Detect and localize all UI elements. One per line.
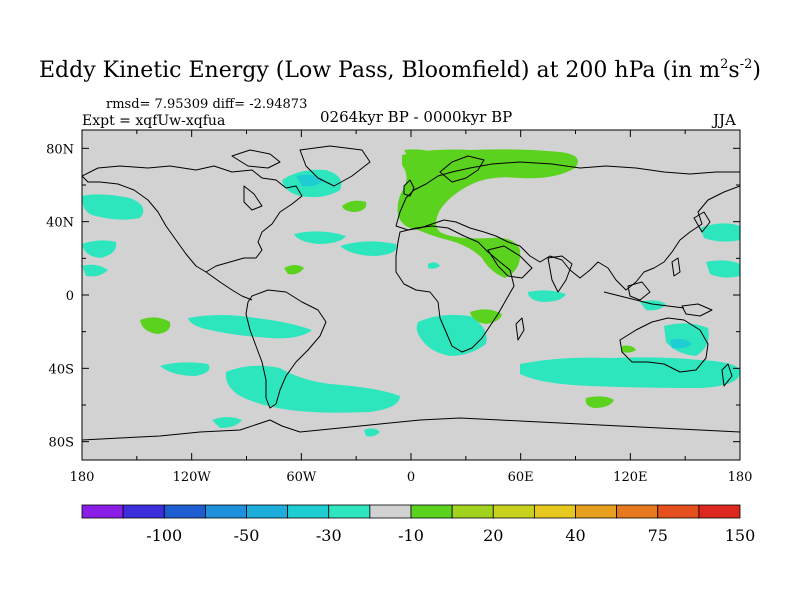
colorbar-swatch [287,504,330,519]
positive-anomaly-region [585,396,614,408]
coastline-south-america [245,289,327,409]
lon-tick-label: 0 [407,470,415,485]
anomaly-field [82,149,740,437]
colorbar-swatch [81,504,124,519]
coastline-philippines [671,257,681,277]
coastline-antarctica [82,417,740,441]
period-label: 0264kyr BP - 0000kyr BP [320,108,513,126]
negative-anomaly-region [82,240,117,258]
colorbar-swatch [533,504,576,519]
negative-anomaly-region [528,290,566,302]
colorbar-swatch [492,504,535,519]
colorbar-label: 75 [648,526,668,545]
coastlines [82,145,740,441]
lon-tick-label: 120E [613,470,647,485]
coastline-greenland [299,145,371,187]
coastline-british-isles [403,179,415,197]
colorbar-label: 20 [483,526,503,545]
colorbar-label: -10 [398,526,424,545]
coastline-africa [395,225,515,353]
lat-tick-label: 40N [46,216,74,231]
negative-anomaly-region [416,314,487,356]
lat-tick-label: 40S [49,362,74,377]
negative-anomaly-region [294,231,346,244]
colorbar-label: -30 [316,526,342,545]
positive-anomaly-region [397,149,578,278]
colorbar-swatch [616,504,659,519]
colorbar-label: -50 [234,526,260,545]
map-title: Eddy Kinetic Energy (Low Pass, Bloomfiel… [39,57,761,83]
season-label: JJA [713,111,736,129]
coastline-hudson-bay [243,185,263,211]
negative-anomaly-region [160,362,210,376]
positive-anomaly-region [404,149,432,160]
colorbar-swatch [204,504,247,519]
coastline-borneo [627,281,651,301]
colorbar-swatch [246,504,289,519]
coastline-india [547,255,573,293]
colorbar-swatch [657,504,700,519]
colorbar-swatch [122,504,165,519]
colorbar: -100 -50 -30 -10 20 40 75 150 [81,504,756,545]
colorbar-label: 150 [725,526,756,545]
coastline-new-guinea [681,303,713,317]
negative-anomaly-region [706,260,740,278]
positive-anomaly-region [284,265,304,275]
negative-anomaly-region [428,262,440,269]
negative-anomaly-region [225,365,400,413]
colorbar-swatch [328,504,371,519]
colorbar-swatch [410,504,453,519]
coastline-japan [693,211,711,233]
negative-anomaly-region [700,223,740,242]
negative-anomaly-region [364,428,380,437]
lat-tick-label: 80N [46,142,74,157]
colorbar-label: -100 [146,526,182,545]
positive-anomaly-region [622,345,636,353]
lat-tick-label: 80S [49,436,74,451]
coastline-north-america [82,165,303,273]
lon-tick-label: 60W [286,470,317,485]
positive-anomaly-region [342,200,367,212]
lon-tick-label: 180 [728,470,753,485]
lon-tick-label: 60E [508,470,534,485]
colorbar-swatch [369,504,412,519]
stats-label: rmsd= 7.95309 diff= -2.94873 [106,97,308,112]
coastline-arabia [487,245,533,279]
coastline-new-zealand [721,363,733,387]
lat-tick-label: 0 [66,289,74,304]
colorbar-swatch [575,504,618,519]
colorbar-label: 40 [565,526,585,545]
coastline-arctic-islands [231,149,281,169]
coastline-indonesia [603,291,685,309]
lon-tick-label: 180 [70,470,95,485]
axis-ticks: 80N 40N 0 40S 80S 180 120W 60W 0 60E 120E 180 [46,130,752,485]
colorbar-swatch [451,504,494,519]
coastline-scandinavia [439,155,485,183]
coastline-central-america [205,271,253,301]
negative-anomaly-region [82,264,108,277]
colorbar-swatch [698,504,741,519]
negative-anomaly-region [340,241,397,256]
negative-anomaly-region [670,338,692,349]
experiment-label: Expt = xqfUw-xqfua [82,113,226,129]
coastline-australia [619,317,709,373]
negative-anomaly-region [212,417,242,428]
negative-anomaly-region [520,357,740,388]
colorbar-swatch [163,504,206,519]
coastline-madagascar [515,317,525,341]
negative-anomaly-region [82,194,144,220]
coastline-eurasia [395,161,740,291]
lon-tick-label: 120W [173,470,212,485]
negative-anomaly-region [188,315,312,339]
positive-anomaly-region [140,317,171,334]
